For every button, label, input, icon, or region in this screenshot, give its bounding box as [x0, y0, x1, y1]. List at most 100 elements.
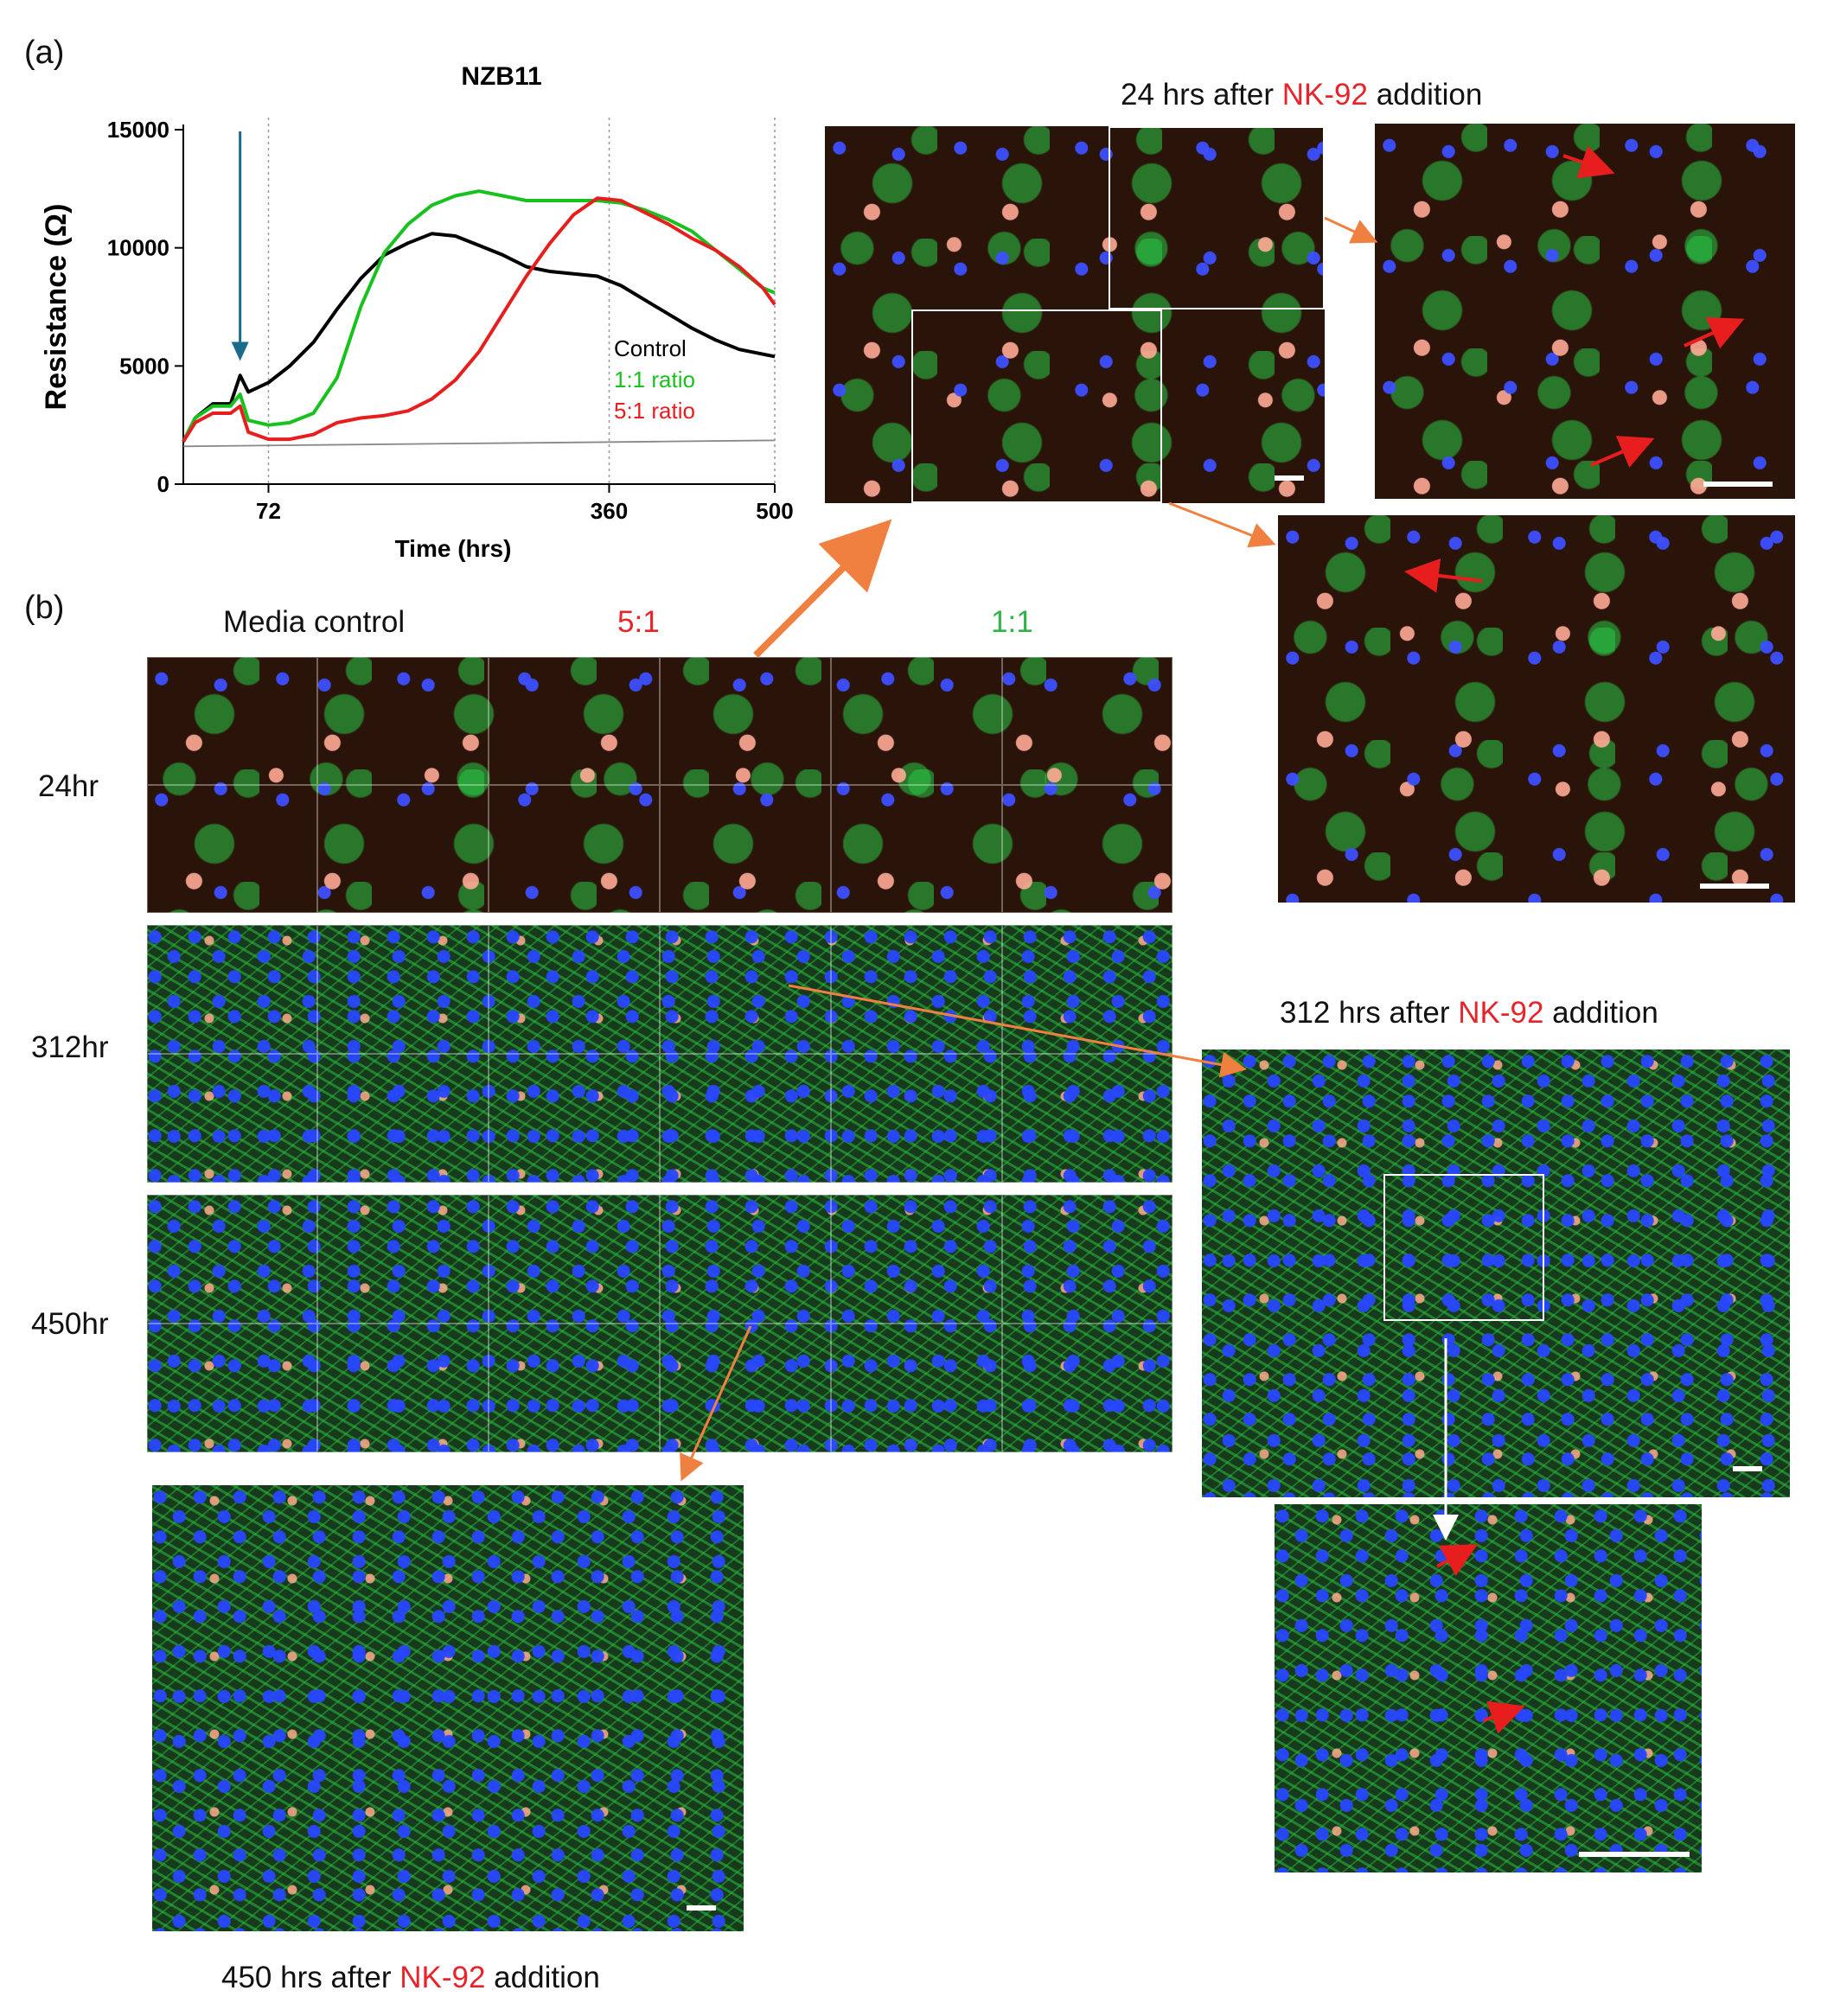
- caption-24hrs-prefix: 24 hrs after: [1121, 78, 1282, 112]
- montage-tile: [147, 657, 317, 785]
- montage-header-control: Media control: [223, 605, 406, 639]
- panel-b-label: (b): [24, 590, 65, 626]
- micrograph-24hr-zoom-bottom: [1278, 515, 1795, 903]
- legend-entry: Control: [614, 335, 687, 361]
- montage-tile: [489, 1054, 660, 1183]
- scale-bar: [1275, 475, 1304, 481]
- montage-tile: [489, 925, 660, 1054]
- x-tick-label: 500: [756, 498, 793, 524]
- chart-title: NZB11: [461, 62, 541, 91]
- micrograph-24hr-overview: [825, 126, 1325, 503]
- montage-header-5to1: 5:1: [617, 605, 660, 639]
- montage-tile: [147, 1195, 317, 1324]
- montage-tile: [147, 925, 317, 1054]
- scale-bar: [1579, 1852, 1690, 1857]
- caption-450hrs-nk92: NK-92: [399, 1961, 486, 1994]
- montage-tile: [317, 1195, 489, 1324]
- arrow-to-312hr: [788, 984, 1247, 1078]
- panel-a-label: (a): [24, 35, 65, 71]
- scale-bar: [1700, 884, 1769, 889]
- montage-tile: [489, 785, 660, 913]
- scale-bar: [687, 1905, 716, 1911]
- montage-24hr: [147, 657, 1172, 913]
- montage-tile: [831, 1054, 1002, 1183]
- montage-tile: [317, 1324, 489, 1452]
- montage-tile: [1002, 925, 1172, 1054]
- montage-tile: [489, 1195, 660, 1324]
- montage-tile: [660, 1195, 831, 1324]
- series-line: [182, 232, 776, 443]
- montage-tile: [831, 785, 1002, 913]
- montage-tile: [1002, 1195, 1172, 1324]
- montage-tile: [660, 785, 831, 913]
- montage-tile: [1002, 785, 1172, 913]
- y-axis-label: Resistance (Ω): [40, 204, 73, 411]
- montage-tile: [660, 1324, 831, 1452]
- micrograph-450hr-zoom: [152, 1485, 744, 1931]
- montage-tile: [489, 657, 660, 785]
- caption-312hrs-nk92: NK-92: [1458, 996, 1544, 1030]
- caption-24hrs: 24 hrs after NK-92 addition: [1121, 78, 1482, 112]
- y-tick-label: 0: [157, 471, 169, 497]
- row-label-450hr: 450hr: [31, 1307, 109, 1341]
- series-line: [182, 196, 776, 443]
- montage-tile: [317, 657, 489, 785]
- montage-tile: [317, 785, 489, 913]
- red-arrow: [1562, 145, 1615, 179]
- red-arrow: [1404, 558, 1483, 593]
- montage-tile: [147, 1324, 317, 1452]
- inset-box-lower-left: [911, 309, 1162, 503]
- montage-tile: [489, 1324, 660, 1452]
- x-tick-label: 360: [591, 498, 628, 524]
- montage-tile: [317, 925, 489, 1054]
- micrograph-24hr-zoom-top: [1375, 124, 1795, 499]
- caption-24hrs-suffix: addition: [1367, 78, 1483, 112]
- arrow-to-zoom-top: [1324, 216, 1378, 244]
- montage-tile: [831, 1324, 1002, 1452]
- arrow-to-zoom-bottom: [1168, 501, 1276, 548]
- series-line: [182, 189, 776, 443]
- addition-arrow-head: [231, 341, 249, 361]
- y-tick-label: 10000: [107, 235, 169, 261]
- x-tick-label: 72: [256, 498, 281, 524]
- montage-tile: [660, 657, 831, 785]
- resistance-chart: NZB11 0 5000 10000 15000 72 360 500 Time (hrs) Re…: [40, 62, 794, 562]
- inset-box-upper-right: [1109, 126, 1325, 309]
- row-label-312hr: 312hr: [31, 1030, 109, 1064]
- red-arrow: [1436, 1544, 1479, 1576]
- red-arrow: [1590, 436, 1655, 468]
- caption-312hrs: 312 hrs after NK-92 addition: [1280, 996, 1658, 1030]
- arrow-to-24hr: [753, 519, 892, 658]
- red-arrow: [1684, 316, 1745, 349]
- series-line: [182, 439, 776, 448]
- montage-tile: [147, 1054, 317, 1183]
- caption-450hrs-suffix: addition: [485, 1961, 600, 1994]
- legend-entry: 5:1 ratio: [614, 398, 695, 424]
- y-tick-label: 15000: [107, 117, 169, 143]
- legend-entry: 1:1 ratio: [614, 367, 695, 392]
- montage-header-1to1: 1:1: [991, 605, 1033, 639]
- montage-tile: [1002, 1324, 1172, 1452]
- montage-tile: [1002, 1054, 1172, 1183]
- caption-24hrs-nk92: NK-92: [1281, 78, 1368, 112]
- caption-450hrs-prefix: 450 hrs after: [221, 1961, 400, 1994]
- montage-tile: [831, 925, 1002, 1054]
- montage-tile: [660, 925, 831, 1054]
- scale-bar: [1703, 482, 1773, 487]
- montage-tile: [147, 785, 317, 913]
- inset-box-center: [1383, 1174, 1544, 1321]
- red-arrow: [1483, 1700, 1525, 1734]
- arrow-to-450hr: [680, 1325, 752, 1482]
- y-tick-label: 5000: [119, 353, 169, 379]
- micrograph-312hr-overview: [1202, 1049, 1790, 1497]
- montage-tile: [831, 657, 1002, 785]
- micrograph-312hr-zoom: [1275, 1504, 1702, 1872]
- scale-bar: [1733, 1466, 1762, 1471]
- montage-450hr: [147, 1195, 1172, 1452]
- montage-tile: [317, 1054, 489, 1183]
- montage-tile: [660, 1054, 831, 1183]
- montage-312hr: [147, 925, 1172, 1183]
- caption-312hrs-prefix: 312 hrs after: [1280, 996, 1459, 1030]
- x-axis-label: Time (hrs): [395, 535, 512, 562]
